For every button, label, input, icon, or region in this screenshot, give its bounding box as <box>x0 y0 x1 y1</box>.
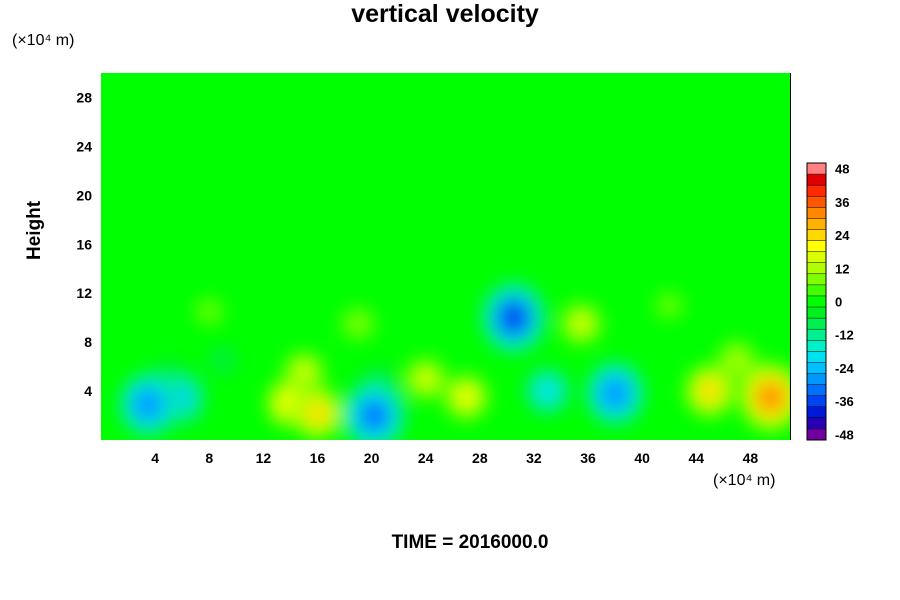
colorbar-swatch <box>807 174 826 186</box>
colorbar-tick-label: -48 <box>835 427 854 442</box>
y-tick-label: 24 <box>76 138 92 154</box>
colorbar-tick-label: -24 <box>835 361 855 376</box>
x-axis-ticks: 4 8 12 16 20 24 28 32 36 40 44 48 <box>151 450 758 466</box>
field-anomaly <box>456 387 476 408</box>
field-anomaly <box>758 383 784 411</box>
x-tick-label: 44 <box>689 450 705 466</box>
colorbar-swatch <box>807 406 826 419</box>
colorbar-swatch <box>807 229 826 241</box>
y-tick-label: 4 <box>84 383 92 399</box>
colorbar-swatch <box>807 240 826 252</box>
field-anomaly <box>699 380 721 403</box>
field-anomaly <box>728 352 746 369</box>
colorbar-swatch <box>807 185 826 197</box>
x-tick-label: 8 <box>205 450 213 466</box>
x-axis-unit: (×10⁴ m) <box>713 472 776 489</box>
colorbar-swatch <box>807 384 826 396</box>
colorbar-swatch <box>807 373 826 385</box>
colorbar-swatch <box>807 295 826 308</box>
colorbar-swatch <box>807 218 826 230</box>
field-anomaly <box>662 298 677 312</box>
field-anomaly <box>417 370 435 388</box>
colorbar-swatch <box>807 207 826 219</box>
field-anomaly <box>537 380 558 402</box>
colorbar-swatch <box>807 284 826 297</box>
field-anomaly <box>307 402 328 425</box>
x-tick-label: 40 <box>634 450 650 466</box>
x-tick-label: 32 <box>526 450 542 466</box>
field-anomaly <box>136 391 161 418</box>
y-axis-unit: (×10⁴ m) <box>12 32 75 49</box>
colorbar-swatch <box>807 340 826 352</box>
colorbar-tick-label: 48 <box>835 162 849 177</box>
colorbar-swatch <box>807 163 826 175</box>
colorbar-tick-label: -12 <box>835 328 854 343</box>
x-tick-label: 20 <box>364 450 380 466</box>
x-tick-label: 36 <box>580 450 596 466</box>
y-tick-label: 20 <box>76 187 92 203</box>
colorbar-swatch <box>807 273 826 286</box>
x-tick-label: 16 <box>310 450 326 466</box>
x-tick-label: 24 <box>418 450 434 466</box>
colorbar-swatch <box>807 395 826 408</box>
x-tick-label: 4 <box>151 450 159 466</box>
y-tick-label: 12 <box>76 285 92 301</box>
field-anomaly <box>602 380 628 407</box>
colorbar-swatch <box>807 329 826 341</box>
x-tick-label: 28 <box>472 450 488 466</box>
x-tick-label: 12 <box>256 450 272 466</box>
field-anomaly <box>350 316 366 331</box>
x-tick-label: 48 <box>743 450 759 466</box>
colorbar-swatch <box>807 428 826 441</box>
colorbar-swatch <box>807 318 826 330</box>
colorbar-swatch <box>807 262 826 275</box>
colorbar-swatch <box>807 196 826 208</box>
y-tick-label: 28 <box>76 89 92 105</box>
y-tick-label: 8 <box>84 334 92 350</box>
plot-right-border <box>790 73 791 440</box>
y-tick-label: 16 <box>76 236 92 252</box>
chart-title: vertical velocity <box>351 0 539 28</box>
colorbar-tick-label: 12 <box>835 261 849 276</box>
colorbar-tick-label: 0 <box>835 295 842 310</box>
field-anomaly <box>572 315 590 333</box>
field-anomaly <box>202 305 217 319</box>
colorbar-tick-label: 36 <box>835 195 849 210</box>
colorbar-swatch <box>807 351 826 363</box>
colorbar-frame <box>806 162 827 441</box>
colorbar-swatch <box>807 362 826 374</box>
field-anomaly <box>361 401 388 430</box>
colorbar-swatch <box>807 251 826 264</box>
colorbar-tick-label: 24 <box>835 228 850 243</box>
plot-area <box>101 73 791 440</box>
colorbar-tick-label: -36 <box>835 394 854 409</box>
y-axis-ticks: 4 8 12 16 20 24 28 <box>76 89 92 399</box>
colorbar-swatch <box>807 417 826 430</box>
field-anomaly <box>215 353 231 368</box>
time-label: TIME = 2016000.0 <box>391 532 549 553</box>
colorbar-swatch <box>807 307 826 319</box>
colorbar: 48 36 24 12 0 -12 -24 -36 -48 <box>806 162 855 442</box>
field-anomaly <box>500 302 528 333</box>
field-anomaly <box>295 363 313 382</box>
